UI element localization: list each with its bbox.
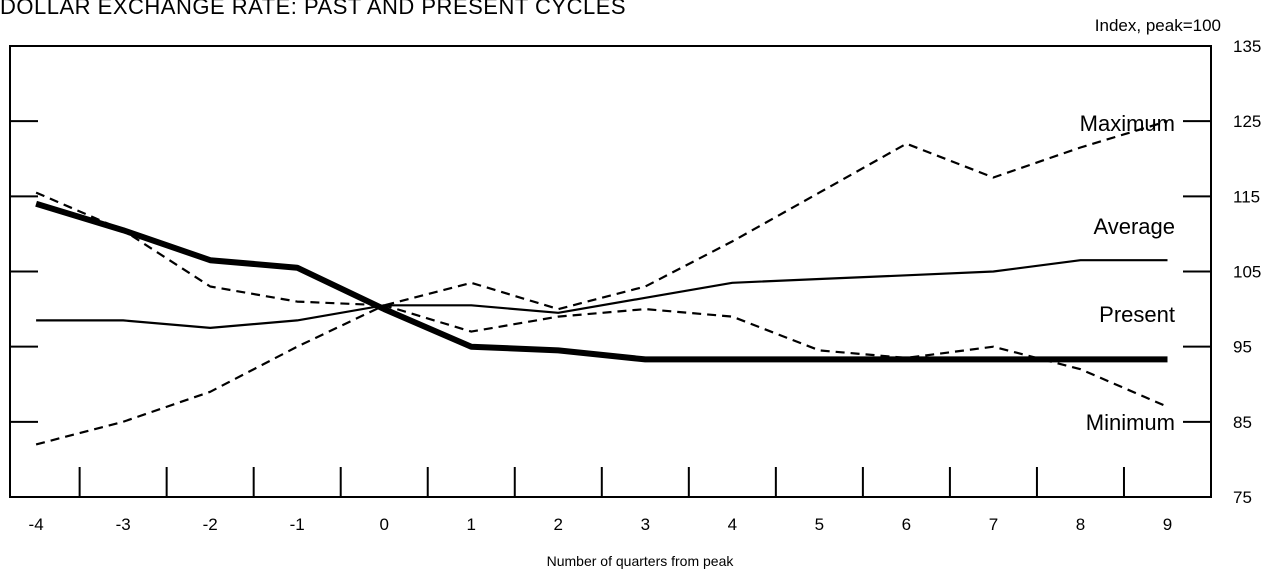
series-label-maximum: Maximum [1080,111,1175,136]
x-tick-label: 9 [1163,515,1172,534]
series-labels: Maximum Average Present Minimum [1080,111,1175,435]
x-tick-label: 1 [467,515,476,534]
y-tick-label: 85 [1233,413,1252,432]
series-label-present: Present [1099,302,1175,327]
x-tick-label: -1 [290,515,305,534]
units-label: Index, peak=100 [1095,16,1221,35]
y-tick-label: 105 [1233,263,1261,282]
x-tick-label: -3 [116,515,131,534]
series-line-maximum [35,120,1168,311]
y-tick-label: 95 [1233,338,1252,357]
x-tick-label: 2 [554,515,563,534]
series-line-average [36,259,1168,329]
y-tick-label: 115 [1233,187,1260,206]
series-line-minimum [35,304,1168,446]
x-tick-label: 0 [379,515,388,534]
x-tick-label: -4 [29,515,44,534]
y-tick-label: 125 [1233,112,1261,131]
x-tick-label: 8 [1076,515,1085,534]
y-tick-label: 135 [1233,37,1261,56]
series-line-present [35,200,1168,363]
x-tick-label: 5 [815,515,824,534]
series-label-minimum: Minimum [1086,410,1175,435]
y-tick-label: 75 [1233,488,1252,507]
x-tick-label: 4 [728,515,737,534]
x-tick-label: -2 [203,515,218,534]
x-tick-label: 3 [641,515,650,534]
x-axis-title: Number of quarters from peak [547,553,735,569]
axis-ticks: 75 85 95 105 115 125 135 -4 -3 -2 -1 0 1 2 3 4 5 6 7 8 9 [10,37,1261,534]
chart-title: DOLLAR EXCHANGE RATE: PAST AND PRESENT C… [0,0,626,19]
x-tick-label: 7 [989,515,998,534]
series-label-average: Average [1093,214,1175,239]
series-lines [35,120,1168,446]
x-tick-label: 6 [902,515,911,534]
plot-frame [9,45,1212,498]
